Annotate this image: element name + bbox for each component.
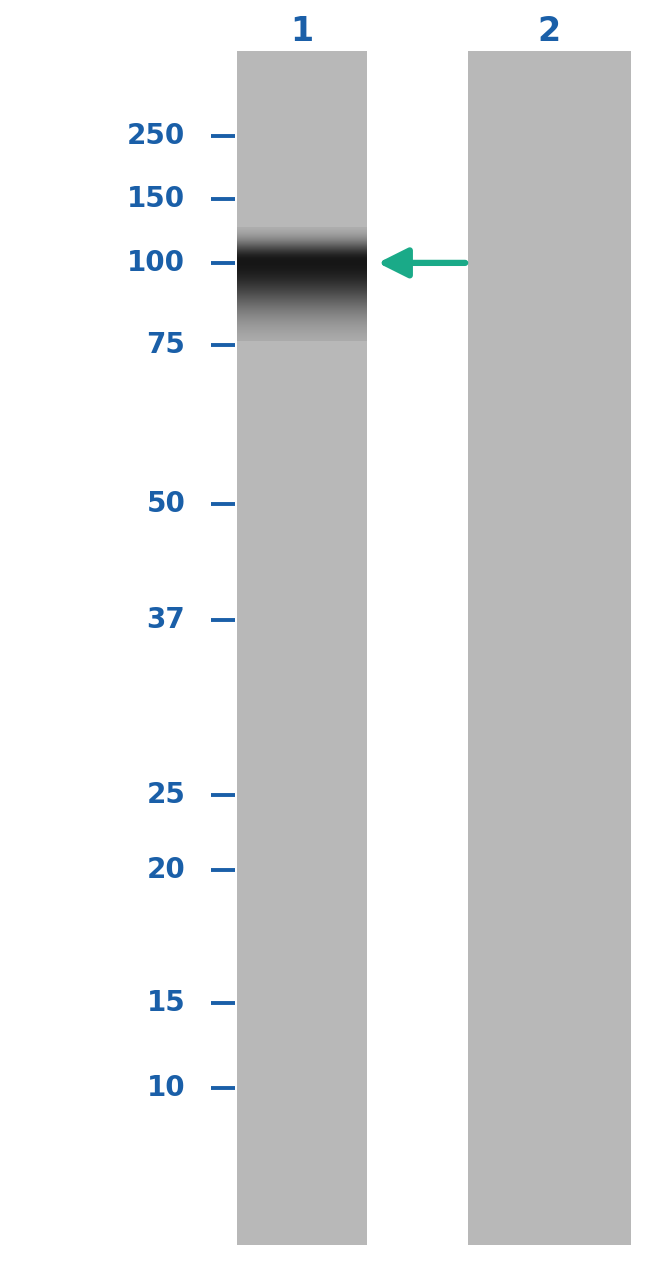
Text: 50: 50 bbox=[146, 490, 185, 518]
Text: 20: 20 bbox=[146, 856, 185, 884]
Text: 100: 100 bbox=[127, 249, 185, 277]
Bar bbox=[468, 51, 630, 1245]
Text: 150: 150 bbox=[127, 185, 185, 213]
Text: 250: 250 bbox=[127, 122, 185, 150]
Text: 2: 2 bbox=[538, 15, 561, 48]
FancyArrowPatch shape bbox=[385, 250, 465, 276]
Text: 25: 25 bbox=[146, 781, 185, 809]
Text: 1: 1 bbox=[291, 15, 314, 48]
Text: 75: 75 bbox=[146, 331, 185, 359]
Text: 10: 10 bbox=[147, 1074, 185, 1102]
Bar bbox=[237, 51, 367, 1245]
Text: 15: 15 bbox=[146, 989, 185, 1017]
Text: 37: 37 bbox=[146, 606, 185, 634]
